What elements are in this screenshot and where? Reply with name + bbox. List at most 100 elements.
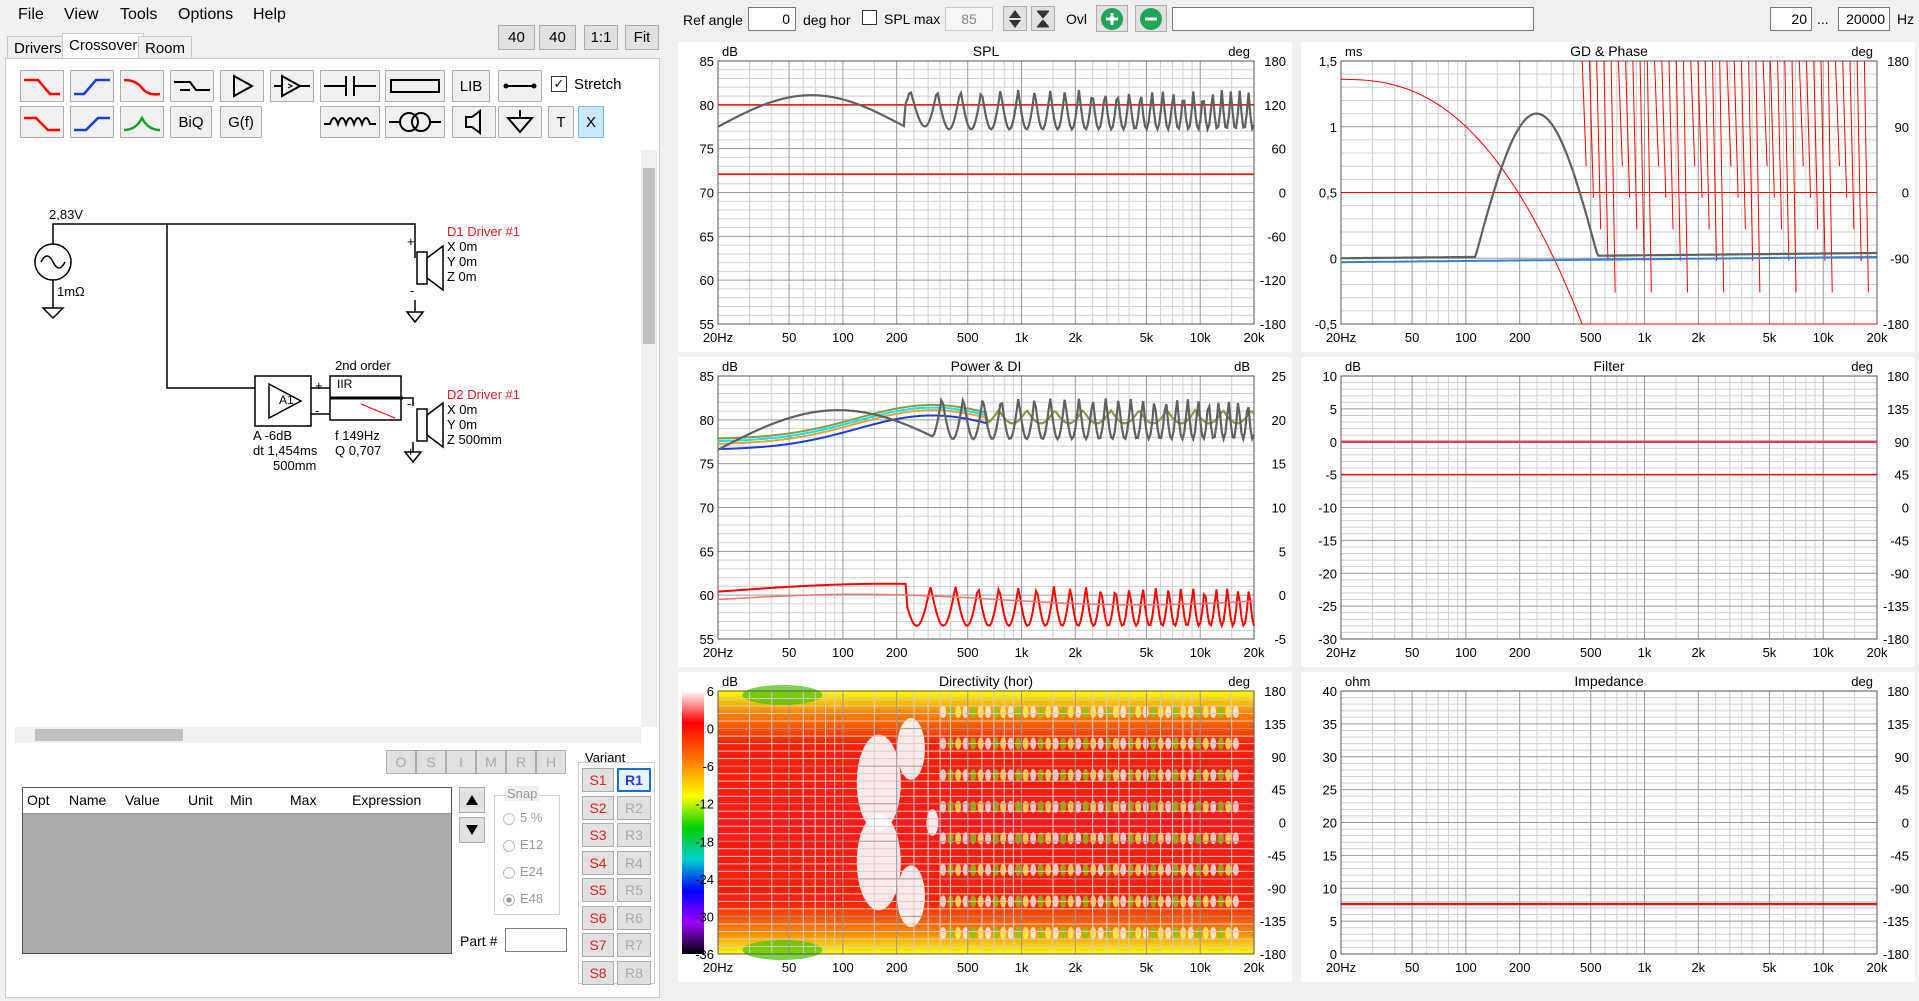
col-opt[interactable]: Opt (27, 792, 50, 808)
variant-r8-button[interactable]: R8 (617, 960, 651, 985)
buffer-tool[interactable] (270, 70, 314, 102)
variant-r1-button[interactable]: R1 (617, 768, 651, 792)
filter-plot[interactable]: Filter dB deg 10 5 0 -5 -10 -15 -20 -25 -30 180 135 90… (1301, 357, 1915, 667)
horizontal-scrollbar[interactable] (15, 727, 641, 743)
variant-s2-button[interactable]: S2 (582, 795, 614, 820)
snap-opt-e48[interactable]: E48 (503, 891, 543, 906)
zoom-1to1-button[interactable]: 1:1 (584, 25, 618, 50)
variant-r5-button[interactable]: R5 (617, 878, 651, 902)
lowpass-red-tool[interactable] (20, 70, 64, 102)
spl-fit-button[interactable] (1031, 6, 1055, 31)
col-min[interactable]: Min (230, 792, 253, 808)
menu-view[interactable]: View (64, 6, 99, 23)
variant-r4-button[interactable]: R4 (617, 850, 651, 875)
variant-r7-button[interactable]: R7 (617, 933, 651, 957)
variant-s1-button[interactable]: S1 (582, 768, 614, 792)
power-plot[interactable]: Power & DI dB dB 85 80 75 70 65 60 55 25 20 15 10 5 0 -5… (678, 357, 1292, 667)
variant-s3-button[interactable]: S3 (582, 823, 614, 847)
overlay-input[interactable] (1172, 7, 1534, 31)
variant-s8-button[interactable]: S8 (582, 960, 614, 985)
spl-max-input[interactable]: 85 (945, 7, 993, 31)
tab-drivers[interactable]: Drivers (7, 36, 69, 60)
lib-button[interactable]: LIB (452, 70, 490, 102)
move-down-button[interactable] (459, 817, 485, 843)
add-overlay-button[interactable] (1096, 5, 1128, 32)
i-button[interactable]: I (446, 750, 476, 774)
variant-r6-button[interactable]: R6 (617, 905, 651, 930)
filter-ytick-right: 180 (1887, 369, 1909, 384)
filter-ytick-left: 5 (1330, 402, 1337, 417)
tab-room[interactable]: Room (138, 36, 193, 60)
freq-max-input[interactable]: 20000 (1838, 7, 1890, 31)
zoom-fit-button[interactable]: Fit (625, 25, 659, 50)
resistor-tool[interactable] (385, 70, 445, 102)
power-ytick-left: 55 (700, 632, 714, 647)
highpass2-tool[interactable] (70, 106, 114, 138)
part-input[interactable] (505, 928, 567, 952)
highpass-blue-tool[interactable] (70, 70, 114, 102)
ground-tool[interactable] (498, 106, 542, 138)
col-expression[interactable]: Expression (352, 792, 422, 808)
spl-updown-button[interactable] (1003, 6, 1027, 31)
r-button[interactable]: R (506, 750, 536, 774)
variant-r3-button[interactable]: R3 (617, 823, 651, 847)
variant-s6-button[interactable]: S6 (582, 905, 614, 930)
zoom-40b-button[interactable]: 40 (539, 25, 576, 50)
freq-min-input[interactable]: 20 (1770, 7, 1812, 31)
text-tool[interactable]: T (548, 106, 574, 138)
vertical-scrollbar[interactable] (641, 150, 657, 727)
vertical-scroll-thumb[interactable] (643, 168, 655, 344)
col-unit[interactable]: Unit (188, 792, 213, 808)
spl-xtick: 50 (782, 330, 796, 345)
tab-crossover[interactable]: Crossover (62, 33, 145, 59)
col-value[interactable]: Value (125, 792, 160, 808)
amplifier-tool[interactable] (220, 70, 264, 102)
menu-help[interactable]: Help (253, 6, 286, 23)
bandstop-tool[interactable] (120, 70, 164, 102)
directivity-plot[interactable]: Directivity (hor) dB deg 6 0 -6 -12 -18 -24 -30 -3… (678, 672, 1292, 982)
col-name[interactable]: Name (69, 792, 107, 808)
d2-name[interactable]: D2 Driver #1 (447, 387, 520, 402)
menu-tools[interactable]: Tools (120, 6, 158, 23)
impedance-plot[interactable]: Impedance ohm deg 40 35 30 25 20 15 10 5 0 180 135 90 4… (1301, 672, 1915, 982)
schematic-canvas[interactable]: + - - + + - 2,83V 1mΩ D1 Driver #1 X 0m … (15, 150, 645, 727)
m-button[interactable]: M (476, 750, 506, 774)
s-button[interactable]: S (416, 750, 446, 774)
d1-name[interactable]: D1 Driver #1 (447, 224, 520, 239)
step-tool[interactable] (170, 70, 214, 102)
ref-angle-input[interactable]: 0 (748, 7, 796, 31)
gd-left-unit: ms (1345, 44, 1363, 59)
remove-overlay-button[interactable] (1135, 5, 1167, 32)
gd-plot[interactable]: GD & Phase ms deg 1,5 1 0,5 0 -0,5 180 90 0 -90 -180… (1301, 42, 1915, 352)
spl-max-checkbox[interactable] (862, 10, 877, 25)
transformer-tool[interactable] (385, 106, 445, 138)
variant-s5-button[interactable]: S5 (582, 878, 614, 902)
move-up-button[interactable] (459, 787, 485, 813)
capacitor-tool[interactable] (320, 70, 380, 102)
horizontal-scroll-thumb[interactable] (35, 729, 183, 741)
inductor-tool[interactable] (320, 106, 380, 138)
o-button[interactable]: O (386, 750, 416, 774)
col-max[interactable]: Max (290, 792, 317, 808)
snap-opt-e24[interactable]: E24 (503, 864, 543, 879)
bandpass-tool[interactable] (120, 106, 164, 138)
filter-xtick: 500 (1580, 645, 1602, 660)
variant-s7-button[interactable]: S7 (582, 933, 614, 957)
biquad-tool[interactable]: BiQ (170, 106, 212, 138)
lowpass2-tool[interactable] (20, 106, 64, 138)
delete-tool[interactable]: X (578, 106, 604, 138)
zoom-40-button[interactable]: 40 (498, 25, 535, 50)
speaker-tool[interactable] (452, 106, 496, 138)
snap-opt-e12[interactable]: E12 (503, 837, 543, 852)
gf-tool[interactable]: G(f) (220, 106, 262, 138)
snap-opt-5[interactable]: 5 % (503, 810, 542, 825)
stretch-checkbox[interactable]: ✓ (551, 76, 567, 92)
wire-tool[interactable] (498, 70, 542, 102)
menu-file[interactable]: File (18, 6, 44, 23)
menu-options[interactable]: Options (178, 6, 234, 23)
h-button[interactable]: H (536, 750, 566, 774)
parameter-table[interactable]: Opt Name Value Unit Min Max Expression (22, 787, 452, 954)
variant-s4-button[interactable]: S4 (582, 850, 614, 875)
spl-plot[interactable]: SPL dB deg 85 80 75 70 65 60 55 180 120 60 0 -60 -120 -1… (678, 42, 1292, 352)
variant-r2-button[interactable]: R2 (617, 795, 651, 820)
